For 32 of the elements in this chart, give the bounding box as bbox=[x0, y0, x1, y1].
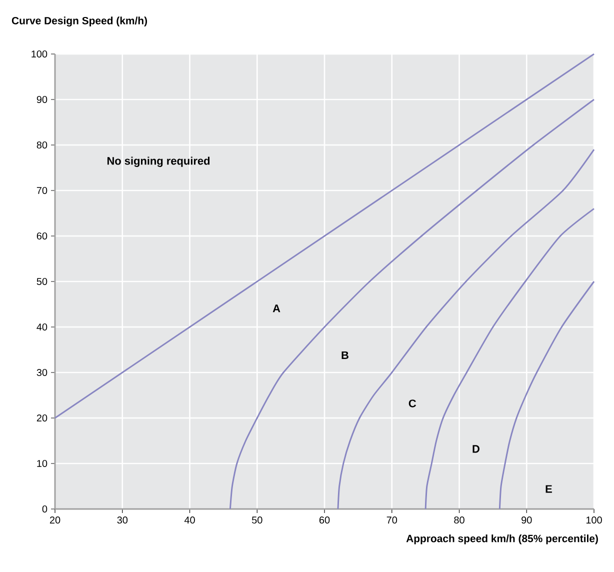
x-tick-label: 40 bbox=[184, 516, 195, 524]
annotation: E bbox=[546, 485, 552, 493]
annotation: C bbox=[408, 400, 416, 408]
y-tick-label: 50 bbox=[36, 278, 48, 286]
x-tick-label: 60 bbox=[319, 516, 330, 524]
x-tick-label: 70 bbox=[386, 516, 398, 524]
x-tick-label: 30 bbox=[117, 516, 128, 524]
annotation: B bbox=[342, 351, 348, 359]
x-tick-label: 80 bbox=[454, 516, 464, 524]
x-tick-label: 20 bbox=[50, 516, 60, 524]
y-tick-label: 80 bbox=[36, 141, 48, 149]
y-tick-label: 90 bbox=[36, 96, 48, 104]
line-series bbox=[424, 208, 595, 510]
x-tick-label: 90 bbox=[522, 516, 532, 524]
y-tick-label: 30 bbox=[36, 368, 48, 376]
line-series bbox=[229, 98, 595, 510]
line-series bbox=[498, 280, 595, 510]
x-tick-label: 100 bbox=[586, 516, 602, 524]
y-tick-label: 100 bbox=[32, 50, 48, 58]
annotation: A bbox=[272, 304, 280, 312]
annotation: No signing required bbox=[107, 156, 210, 167]
x-tick-label: 50 bbox=[252, 516, 262, 524]
x-axis-title: Approach speed km/h (85% percentile) bbox=[406, 534, 598, 544]
y-tick-label: 0 bbox=[42, 505, 48, 513]
annotation: D bbox=[472, 445, 480, 453]
line-series bbox=[337, 148, 595, 510]
y-tick-label: 70 bbox=[36, 186, 48, 194]
y-tick-label: 40 bbox=[36, 323, 48, 331]
y-tick-label: 20 bbox=[36, 414, 48, 422]
y-tick-label: 10 bbox=[37, 460, 48, 468]
y-axis-title: Curve Design Speed (km/h) bbox=[12, 16, 147, 26]
y-tick-label: 60 bbox=[36, 232, 48, 240]
